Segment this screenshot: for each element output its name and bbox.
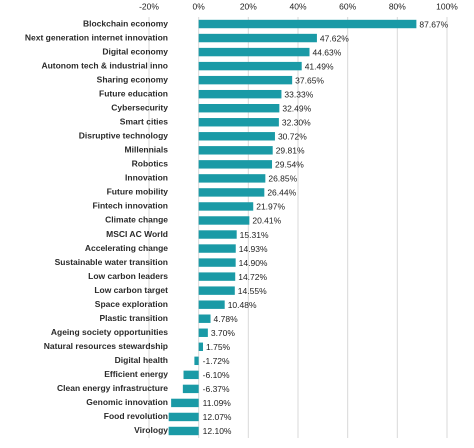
value-label: 1.75%: [206, 342, 231, 352]
x-tick-label: 20%: [240, 1, 257, 11]
category-label: Efficient energy: [104, 369, 168, 379]
category-label: Climate change: [105, 215, 168, 225]
category-label: Millennials: [125, 145, 169, 155]
value-label: 20.41%: [252, 216, 281, 226]
category-label: Low carbon leaders: [88, 271, 168, 281]
value-label: 47.62%: [320, 33, 349, 43]
value-label: 3.70%: [211, 328, 236, 338]
category-label: Sustainable water transition: [55, 257, 168, 267]
bar: [182, 384, 199, 394]
value-label: 29.54%: [275, 160, 304, 170]
value-label: 14.93%: [239, 244, 268, 254]
bar: [198, 258, 236, 267]
bar: [198, 244, 236, 253]
value-label: 30.72%: [278, 132, 307, 142]
category-label: Food revolution: [104, 411, 168, 421]
bar: [198, 342, 204, 351]
x-tick-label: 40%: [289, 1, 306, 11]
bar: [198, 174, 266, 183]
value-label: 21.97%: [256, 202, 285, 212]
category-label: Future education: [99, 88, 168, 98]
value-label: 37.65%: [295, 75, 324, 85]
category-label: Digital economy: [102, 46, 168, 56]
value-label: 14.55%: [238, 286, 267, 296]
bar: [198, 118, 279, 127]
value-label: 41.49%: [305, 61, 334, 71]
bar: [198, 328, 208, 337]
value-label: -6.37%: [203, 384, 230, 394]
bar: [183, 370, 199, 380]
bar: [198, 104, 280, 113]
value-label: 12.10%: [203, 426, 232, 436]
value-label: 14.72%: [238, 272, 267, 282]
value-label: 26.44%: [267, 188, 296, 198]
category-label: Sharing economy: [97, 74, 169, 84]
value-label: 32.49%: [282, 103, 311, 113]
value-label: 14.90%: [239, 258, 268, 268]
bar: [198, 160, 273, 169]
value-label: 10.48%: [228, 300, 257, 310]
category-label: Blockchain economy: [83, 18, 168, 28]
category-label: Future mobility: [107, 187, 169, 197]
category-label: Smart cities: [120, 117, 168, 127]
value-label: 87.67%: [419, 19, 448, 29]
category-label: Fintech innovation: [92, 201, 168, 211]
category-label: Accelerating change: [85, 243, 168, 253]
category-label: Robotics: [132, 159, 169, 169]
bar: [198, 47, 310, 57]
category-label: Digital health: [115, 355, 168, 365]
bar: [198, 202, 254, 211]
value-label: 11.09%: [203, 398, 232, 408]
bar: [168, 426, 199, 436]
bar: [198, 33, 317, 43]
bar: [198, 230, 237, 239]
category-label: Ageing society opportunities: [51, 327, 168, 337]
value-label: 33.33%: [284, 89, 313, 99]
bar: [198, 314, 211, 323]
value-label: 12.07%: [203, 412, 232, 422]
category-label: Autonom tech & industrial inno: [41, 60, 168, 70]
value-label: 15.31%: [240, 230, 269, 240]
bar: [198, 188, 265, 197]
category-label: Space exploration: [95, 299, 168, 309]
bar: [198, 19, 417, 29]
category-label: Disruptive technology: [79, 131, 169, 141]
x-tick-label: -20%: [139, 1, 159, 11]
category-label: Clean energy infrastructure: [57, 383, 168, 393]
category-label: Low carbon target: [94, 285, 168, 295]
value-label: 4.78%: [214, 314, 239, 324]
category-label: Cybersecurity: [111, 102, 168, 112]
category-label: Genomic innovation: [86, 397, 168, 407]
category-label: Natural resources stewardship: [44, 341, 168, 351]
bar: [171, 398, 199, 408]
bar: [198, 216, 250, 225]
bar: [168, 412, 199, 422]
bar: [198, 75, 293, 85]
bar: [198, 272, 236, 281]
category-label: MSCI AC World: [106, 229, 168, 239]
x-tick-label: 60%: [339, 1, 356, 11]
bar: [194, 356, 199, 366]
value-label: 32.30%: [282, 118, 311, 128]
value-label: 26.85%: [268, 174, 297, 184]
value-label: -1.72%: [203, 356, 230, 366]
x-tick-label: 0%: [193, 1, 206, 11]
bar: [198, 132, 275, 141]
category-label: Innovation: [125, 173, 168, 183]
category-label: Plastic transition: [100, 313, 169, 323]
value-label: 44.63%: [312, 47, 341, 57]
bar: [198, 89, 282, 99]
bar: [198, 61, 302, 71]
category-label: Next generation internet innovation: [25, 32, 168, 42]
x-tick-label: 100%: [436, 1, 458, 11]
category-label: Virology: [134, 425, 168, 435]
bar: [198, 146, 273, 155]
value-label: 29.81%: [276, 146, 305, 156]
bar: [198, 286, 235, 295]
x-tick-label: 80%: [389, 1, 406, 11]
value-label: -6.10%: [203, 370, 230, 380]
bar: [198, 300, 225, 309]
